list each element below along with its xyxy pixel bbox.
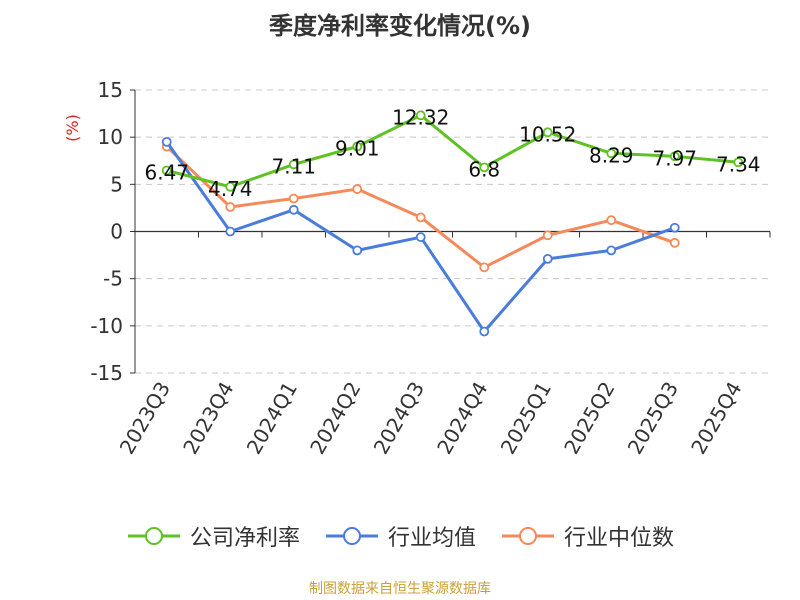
legend-item[interactable]: 行业均值 bbox=[324, 520, 476, 552]
x-tick-label: 2024Q2 bbox=[305, 378, 365, 459]
legend-swatch-icon bbox=[502, 527, 554, 545]
data-point bbox=[479, 162, 490, 173]
y-tick-label: 5 bbox=[110, 172, 123, 196]
x-tick-label: 2025Q3 bbox=[623, 378, 683, 459]
data-point bbox=[161, 136, 172, 147]
data-point bbox=[669, 151, 680, 162]
x-tick-label: 2024Q1 bbox=[242, 378, 302, 459]
data-label: 7.97 bbox=[652, 146, 697, 170]
grid-layer bbox=[135, 89, 770, 374]
y-tick-label: 10 bbox=[98, 125, 123, 149]
data-label: 7.11 bbox=[271, 154, 316, 178]
data-point bbox=[225, 226, 236, 237]
data-point bbox=[161, 165, 172, 176]
legend-label: 行业均值 bbox=[387, 526, 476, 551]
data-point bbox=[225, 181, 236, 192]
data-point bbox=[415, 212, 426, 223]
data-point bbox=[352, 141, 363, 152]
legend-swatch-icon bbox=[127, 527, 180, 545]
legend-item[interactable]: 公司净利率 bbox=[126, 520, 300, 552]
series-line bbox=[166, 113, 739, 189]
data-point bbox=[542, 230, 553, 241]
x-tick-label: 2023Q4 bbox=[178, 378, 238, 459]
data-label: 6.8 bbox=[468, 157, 500, 181]
chart-title: 季度净利率变化情况(%) bbox=[269, 12, 531, 40]
data-point bbox=[352, 245, 363, 256]
data-point bbox=[669, 237, 680, 248]
data-point bbox=[479, 326, 490, 337]
source-note: 制图数据来自恒生聚源数据库 bbox=[309, 581, 491, 597]
x-tick-label: 2023Q3 bbox=[115, 378, 175, 459]
legend-label: 行业中位数 bbox=[564, 526, 675, 551]
legend[interactable]: 公司净利率 行业均值 行业中位数 bbox=[0, 520, 800, 552]
data-point bbox=[288, 204, 299, 215]
data-point bbox=[606, 215, 617, 226]
legend-swatch-icon bbox=[325, 527, 378, 545]
data-point bbox=[352, 184, 363, 194]
data-label: 12.32 bbox=[392, 105, 449, 129]
data-label: 7.34 bbox=[716, 152, 761, 176]
data-label: 8.29 bbox=[589, 143, 634, 167]
data-point bbox=[479, 262, 490, 273]
x-tick-label: 2025Q2 bbox=[559, 378, 619, 459]
y-tick-label: -10 bbox=[90, 314, 123, 338]
legend-label: 公司净利率 bbox=[189, 526, 300, 551]
data-point bbox=[542, 253, 553, 264]
x-tick-label: 2024Q3 bbox=[369, 378, 429, 459]
legend-item[interactable]: 行业中位数 bbox=[500, 520, 674, 552]
data-label: 6.47 bbox=[144, 160, 189, 184]
x-tick-label: 2025Q1 bbox=[496, 378, 556, 459]
data-point bbox=[669, 222, 680, 233]
y-tick-label: -5 bbox=[103, 267, 123, 291]
data-point bbox=[288, 159, 299, 170]
series-layer bbox=[161, 110, 744, 337]
data-point bbox=[225, 202, 236, 212]
data-label-layer: 6.47 4.74 7.11 9.01 12.32 6.8 10.52 8.29 7.97 7.3… bbox=[144, 105, 760, 201]
data-label: 4.74 bbox=[208, 177, 253, 201]
data-point bbox=[733, 157, 744, 168]
data-point bbox=[542, 127, 553, 138]
data-label: 9.01 bbox=[335, 137, 380, 161]
y-tick-label: 0 bbox=[110, 220, 123, 244]
data-label: 10.52 bbox=[519, 122, 576, 146]
y-tick-label: -15 bbox=[90, 361, 123, 385]
data-point bbox=[288, 193, 299, 204]
data-point bbox=[415, 232, 426, 243]
x-tick-label: 2024Q4 bbox=[432, 378, 492, 459]
x-tick-label: 2025Q4 bbox=[686, 378, 746, 459]
data-point bbox=[606, 245, 617, 256]
data-point bbox=[415, 110, 426, 121]
y-tick-label: 15 bbox=[98, 78, 123, 102]
data-point bbox=[606, 148, 617, 159]
y-axis-label: (%) bbox=[63, 114, 82, 142]
